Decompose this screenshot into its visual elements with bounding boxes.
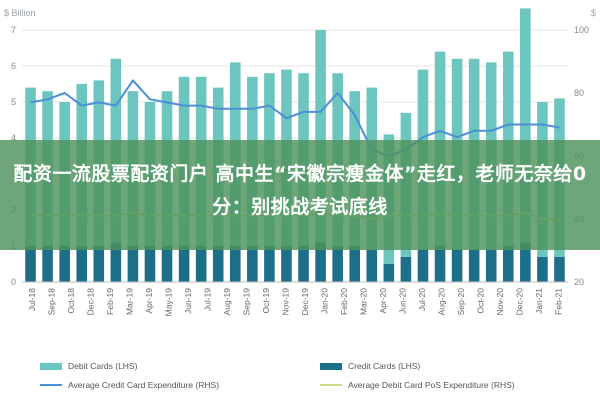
x-tick-label: Apr-19 bbox=[144, 288, 154, 314]
bar-credit-cards bbox=[25, 246, 36, 282]
bar-credit-cards bbox=[366, 249, 378, 282]
y-left-tick-label: 0 bbox=[11, 277, 16, 287]
headline-text[interactable]: 配资一流股票配资门户 高中生“宋徽宗瘦金体”走红，老师无奈给0分：别挑战考试底线 bbox=[13, 163, 587, 218]
x-tick-label: Feb-21 bbox=[553, 288, 563, 315]
bar-credit-cards bbox=[178, 246, 190, 282]
bar-credit-cards bbox=[468, 249, 480, 282]
x-tick-label: Apr-20 bbox=[378, 288, 388, 314]
bar-credit-cards bbox=[264, 246, 275, 282]
y-left-tick-label: 6 bbox=[11, 61, 16, 71]
bar-credit-cards bbox=[451, 249, 463, 282]
legend-swatch-avg-credit bbox=[40, 384, 62, 386]
y-right-tick-label: 20 bbox=[574, 277, 584, 287]
bar-credit-cards bbox=[485, 249, 497, 282]
legend-item-avg-debit-expenditure: Average Debit Card PoS Expenditure (RHS) bbox=[320, 380, 515, 390]
x-tick-label: Aug-20 bbox=[436, 288, 446, 316]
bar-credit-cards bbox=[144, 246, 156, 282]
y-left-tick-label: 7 bbox=[11, 25, 16, 35]
x-tick-label: Dec-18 bbox=[85, 288, 95, 316]
bar-credit-cards bbox=[110, 242, 122, 282]
bar-credit-cards bbox=[281, 246, 292, 282]
x-tick-label: Jan-20 bbox=[319, 288, 329, 314]
bar-credit-cards bbox=[332, 246, 343, 282]
bar-credit-cards bbox=[434, 246, 446, 282]
x-tick-label: Feb-19 bbox=[105, 288, 115, 315]
x-tick-label: Oct-18 bbox=[66, 288, 76, 314]
x-tick-label: Jul-18 bbox=[27, 288, 37, 311]
x-tick-label: Jan-21 bbox=[534, 288, 544, 314]
bar-credit-cards bbox=[195, 246, 207, 282]
bar-credit-cards bbox=[520, 242, 531, 282]
x-tick-label: Dec-20 bbox=[514, 288, 524, 316]
x-tick-label: Nov-19 bbox=[280, 288, 290, 316]
bar-credit-cards bbox=[93, 246, 105, 282]
x-tick-label: Feb-20 bbox=[339, 288, 349, 315]
axes: 0123456720406080100Jul-18Sep-18Oct-18Dec… bbox=[11, 25, 589, 316]
bar-credit-cards bbox=[298, 246, 309, 282]
y-left-unit-label: $ Billion bbox=[4, 8, 36, 18]
bar-credit-cards bbox=[349, 246, 361, 282]
x-tick-label: Jun-19 bbox=[183, 288, 193, 314]
legend-item-avg-credit-expenditure: Average Credit Card Expenditure (RHS) bbox=[40, 380, 219, 390]
line-avg-credit-card-expenditure bbox=[30, 79, 560, 157]
legend-swatch-credit bbox=[320, 362, 342, 370]
x-tick-label: Mar-19 bbox=[124, 288, 134, 315]
x-tick-label: Sep-18 bbox=[46, 288, 56, 316]
x-tick-label: Sep-19 bbox=[241, 288, 251, 316]
y-left-tick-label: 5 bbox=[11, 97, 16, 107]
y-right-unit-label: $ bbox=[590, 8, 596, 18]
x-tick-label: Nov-20 bbox=[495, 288, 505, 316]
x-tick-label: Jul-19 bbox=[202, 288, 212, 311]
bar-credit-cards bbox=[127, 246, 139, 282]
headline-banner bbox=[0, 140, 600, 250]
x-tick-label: Sep-20 bbox=[456, 288, 466, 316]
legend-swatch-debit bbox=[40, 362, 62, 370]
x-tick-label: Aug-19 bbox=[222, 288, 232, 316]
legend-label-debit: Debit Cards (LHS) bbox=[68, 361, 138, 371]
bar-credit-cards bbox=[400, 256, 412, 282]
bar-credit-cards bbox=[247, 246, 258, 282]
legend-item-credit-cards: Credit Cards (LHS) bbox=[320, 361, 420, 371]
legend-label-avg-debit: Average Debit Card PoS Expenditure (RHS) bbox=[348, 380, 515, 390]
bar-credit-cards bbox=[59, 246, 70, 282]
legend-swatch-avg-debit bbox=[320, 384, 342, 386]
legend-item-debit-cards: Debit Cards (LHS) bbox=[40, 361, 137, 371]
legend-label-avg-credit: Average Credit Card Expenditure (RHS) bbox=[68, 380, 220, 390]
bar-credit-cards bbox=[502, 246, 514, 282]
x-tick-label: Dec-19 bbox=[300, 288, 310, 316]
x-tick-label: May-19 bbox=[163, 288, 173, 317]
bar-credit-cards bbox=[212, 246, 224, 282]
bar-credit-cards bbox=[229, 246, 241, 282]
bar-credit-cards bbox=[161, 246, 173, 282]
x-tick-label: Jul-20 bbox=[417, 288, 427, 311]
x-tick-label: Oct-20 bbox=[475, 288, 485, 314]
bar-credit-cards bbox=[417, 249, 429, 282]
bar-credit-cards bbox=[315, 242, 326, 282]
bar-credit-cards bbox=[76, 246, 88, 282]
bar-credit-cards bbox=[383, 264, 395, 282]
y-right-tick-label: 100 bbox=[574, 25, 589, 35]
x-tick-label: Oct-19 bbox=[261, 288, 271, 314]
bar-debit-cards bbox=[315, 30, 326, 243]
x-tick-label: Mar-20 bbox=[358, 288, 368, 315]
bar-credit-cards bbox=[42, 246, 53, 282]
bar-credit-cards bbox=[554, 256, 565, 282]
legend-label-credit: Credit Cards (LHS) bbox=[348, 361, 421, 371]
bar-credit-cards bbox=[537, 256, 548, 282]
y-left-tick-label: 4 bbox=[11, 133, 16, 143]
y-right-tick-label: 80 bbox=[574, 88, 584, 98]
legend: Debit Cards (LHS) Credit Cards (LHS) Ave… bbox=[0, 355, 600, 400]
x-tick-label: Jun-20 bbox=[397, 288, 407, 314]
